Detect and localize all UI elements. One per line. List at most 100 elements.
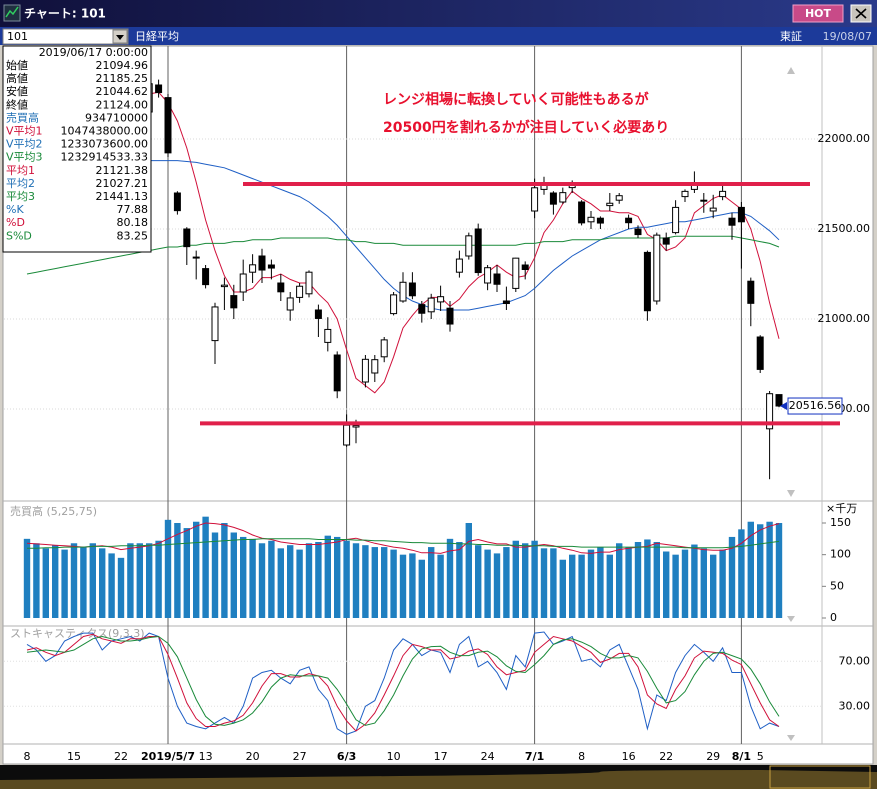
code-input[interactable] bbox=[2, 28, 129, 45]
info-panel: 2019/06/17 0:00:00 始値 21094.96 高値 21185.25 安値… bbox=[2, 45, 152, 253]
volume-bar bbox=[493, 553, 501, 618]
info-label: 平均2 bbox=[6, 177, 35, 190]
candle-body bbox=[380, 339, 388, 358]
x-tick-label: 22 bbox=[114, 750, 128, 763]
volume-bar bbox=[569, 554, 576, 618]
hot-label[interactable]: HOT bbox=[805, 7, 832, 20]
y-tick-label: 70.00 bbox=[839, 654, 871, 667]
info-value: 21044.62 bbox=[96, 85, 149, 98]
candle-body bbox=[737, 206, 745, 223]
volume-bar bbox=[691, 544, 698, 618]
volume-bar bbox=[465, 523, 472, 618]
window-title: チャート: 101 bbox=[24, 7, 106, 21]
volume-bar bbox=[164, 519, 172, 618]
candle-body bbox=[474, 228, 482, 274]
volume-bar bbox=[117, 557, 125, 618]
candle-body bbox=[192, 256, 200, 259]
last-price-label: 20516.56 bbox=[789, 399, 842, 412]
candle-body bbox=[578, 201, 586, 224]
dropdown-arrow bbox=[116, 35, 124, 40]
candle-body bbox=[531, 187, 539, 212]
volume-bar bbox=[127, 543, 134, 618]
x-tick-label: 2019/5/7 bbox=[141, 750, 195, 763]
info-value: 80.18 bbox=[117, 216, 149, 229]
candle-body bbox=[408, 282, 416, 297]
volume-bar bbox=[606, 554, 613, 618]
candle-body bbox=[361, 358, 369, 383]
volume-bar bbox=[597, 547, 604, 618]
code-text[interactable]: 101 bbox=[7, 30, 28, 43]
info-label: 売買高 bbox=[6, 110, 39, 124]
volume-bar bbox=[719, 549, 726, 618]
volume-bar bbox=[681, 549, 689, 618]
info-label: V平均1 bbox=[6, 125, 43, 138]
x-tick-label: 8/1 bbox=[732, 750, 751, 763]
x-tick-label: 6/3 bbox=[337, 750, 356, 763]
index-name: 日経平均 bbox=[135, 30, 179, 43]
info-value: 1047438000.00 bbox=[61, 125, 148, 138]
panel-title: ストキャスティクス(9,3,3) bbox=[10, 627, 145, 640]
candle-body bbox=[305, 271, 313, 295]
volume-bar bbox=[202, 516, 209, 618]
info-label: 平均1 bbox=[6, 164, 35, 177]
volume-bar bbox=[437, 554, 444, 618]
annotation: レンジ相場に転換していく可能性もあるが bbox=[383, 91, 650, 108]
info-label: V平均3 bbox=[6, 151, 43, 164]
y-tick-label: 21500.00 bbox=[818, 222, 871, 235]
candle-body bbox=[390, 294, 398, 315]
x-tick-label: 10 bbox=[387, 750, 401, 763]
plot-layer: 8 15 22 2019/5/7 13 20 27 6/3 10 17 24 7/1 8 16 22 29 8/… bbox=[4, 46, 870, 763]
volume-bar bbox=[775, 523, 783, 618]
volume-bar bbox=[371, 547, 378, 618]
candle-body bbox=[502, 300, 510, 305]
candle-body bbox=[756, 336, 764, 370]
volume-bar bbox=[700, 548, 707, 618]
volume-bar bbox=[757, 524, 764, 618]
volume-bar bbox=[362, 545, 369, 618]
x-tick-label: 7/1 bbox=[525, 750, 544, 763]
candle-body bbox=[333, 354, 341, 392]
candle-body bbox=[465, 235, 473, 257]
hot-button[interactable] bbox=[792, 4, 844, 23]
volume-bar bbox=[446, 538, 454, 618]
candle-body bbox=[709, 207, 717, 212]
candle-body bbox=[155, 84, 163, 94]
candle-body bbox=[596, 217, 604, 224]
volume-bar bbox=[155, 540, 162, 618]
volume-bar bbox=[230, 532, 237, 618]
volume-bar bbox=[99, 548, 106, 618]
candle-body bbox=[183, 228, 191, 248]
app-icon-line bbox=[5, 6, 19, 18]
x-tick-label: 22 bbox=[659, 750, 673, 763]
volume-bar bbox=[136, 543, 143, 618]
candle-body bbox=[512, 257, 520, 289]
info-label: 平均3 bbox=[6, 190, 35, 203]
candle-body bbox=[399, 281, 407, 302]
x-tick-label: 8 bbox=[24, 750, 31, 763]
indicator-line bbox=[26, 631, 780, 735]
info-label: 高値 bbox=[6, 71, 28, 85]
info-value: 21124.00 bbox=[96, 98, 149, 111]
candle-body bbox=[230, 295, 238, 309]
volume-bar bbox=[625, 547, 632, 618]
volume-bar bbox=[512, 540, 519, 618]
volume-bar bbox=[334, 536, 341, 618]
volume-bar bbox=[305, 543, 313, 618]
volume-bar bbox=[428, 547, 435, 618]
candle-body bbox=[296, 285, 304, 298]
volume-bar bbox=[418, 559, 425, 618]
candle-body bbox=[549, 192, 557, 205]
exchange: 東証 bbox=[780, 30, 802, 43]
volume-bar bbox=[409, 553, 416, 618]
candle-body bbox=[239, 273, 247, 293]
candle-body bbox=[249, 264, 257, 273]
volume-bar bbox=[277, 548, 284, 618]
candle-body bbox=[352, 425, 360, 428]
volume-bar bbox=[587, 549, 595, 618]
info-label: 終値 bbox=[6, 97, 28, 111]
navigator-window[interactable] bbox=[769, 765, 871, 789]
info-value: 83.25 bbox=[117, 229, 149, 242]
info-value: 21027.21 bbox=[96, 177, 149, 190]
candle-body bbox=[484, 267, 492, 284]
